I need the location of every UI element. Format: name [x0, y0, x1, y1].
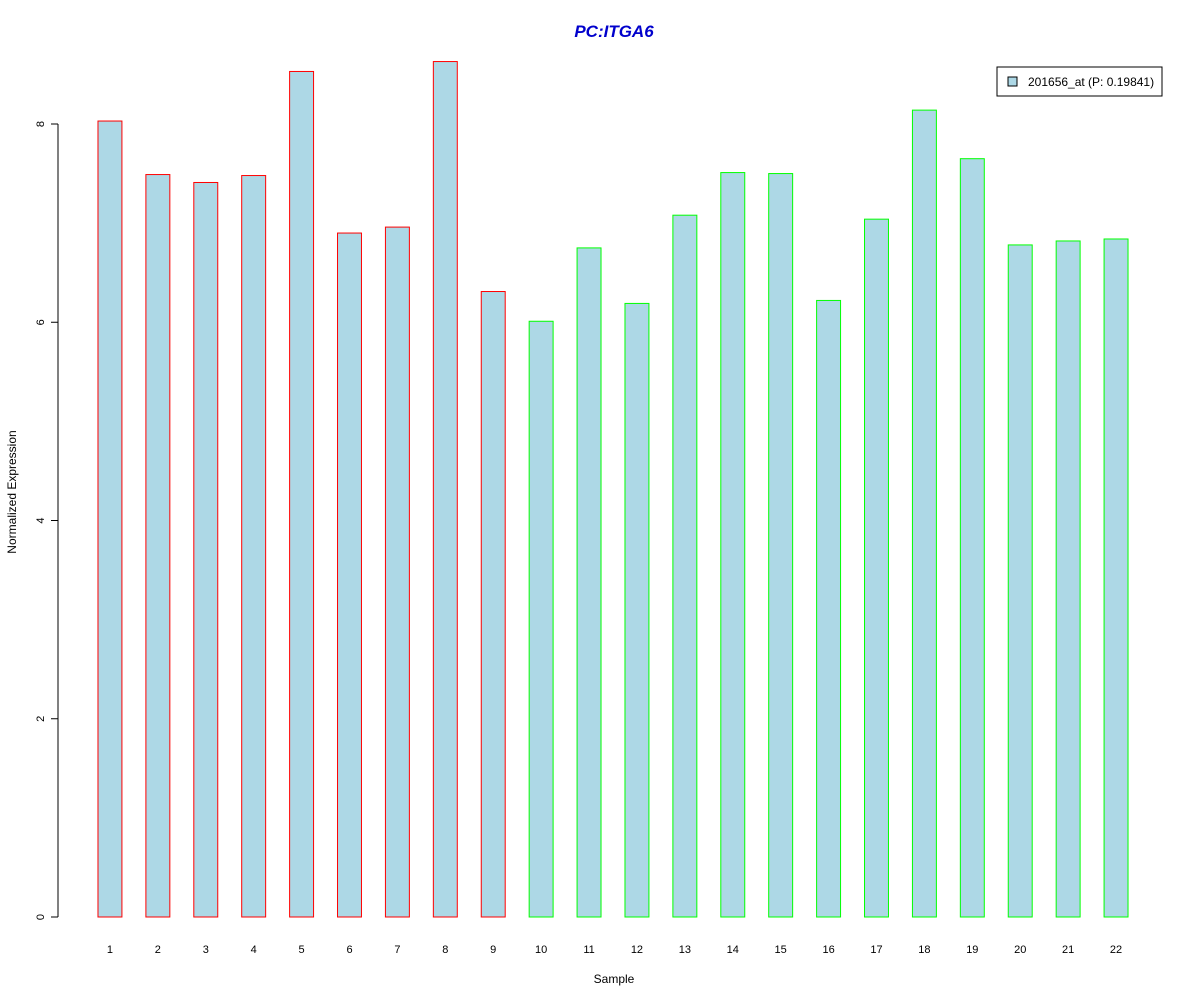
- bar-sample-4: [241, 175, 267, 918]
- bar-sample-6: [337, 232, 362, 918]
- x-axis-label: Sample: [594, 972, 635, 986]
- bar-sample-11: [576, 247, 602, 918]
- x-tick-label: 7: [394, 944, 400, 956]
- bar-sample-22: [1103, 238, 1129, 918]
- bar-series: [97, 61, 1129, 918]
- bar-sample-3: [193, 181, 219, 918]
- bar-sample-14: [720, 172, 746, 918]
- bar-sample-17: [864, 218, 889, 918]
- y-tick-label: 8: [35, 121, 47, 127]
- x-tick-label: 17: [870, 944, 882, 956]
- x-tick-label: 12: [631, 944, 643, 956]
- y-axis: 0 2 4 6 8: [35, 121, 59, 920]
- bar-sample-19: [959, 158, 985, 918]
- bar-sample-21: [1055, 240, 1081, 918]
- legend-box: [996, 66, 1163, 97]
- y-tick-label: 6: [35, 319, 47, 325]
- x-tick-label: 19: [966, 944, 978, 956]
- x-tick-label: 22: [1110, 944, 1122, 956]
- bar-sample-12: [624, 302, 650, 918]
- legend-swatch: [1007, 76, 1018, 87]
- y-tick-label: 4: [35, 517, 47, 523]
- x-tick-label: 2: [155, 944, 161, 956]
- x-tick-label: 6: [346, 944, 352, 956]
- x-tick-label: 3: [203, 944, 209, 956]
- bar-sample-7: [384, 226, 410, 918]
- bar-sample-18: [911, 109, 937, 918]
- bar-sample-9: [480, 291, 506, 918]
- x-tick-label: 16: [822, 944, 834, 956]
- x-tick-label: 15: [775, 944, 787, 956]
- x-tick-label: 13: [679, 944, 691, 956]
- x-tick-label: 11: [583, 944, 594, 956]
- x-tick-label: 5: [299, 944, 305, 956]
- x-tick-label: 18: [918, 944, 930, 956]
- x-tick-label: 8: [442, 944, 448, 956]
- x-tick-label: 20: [1014, 944, 1026, 956]
- x-tick-label: 4: [251, 944, 257, 956]
- x-tick-label: 10: [535, 944, 547, 956]
- x-tick-label: 14: [727, 944, 739, 956]
- bar-sample-15: [768, 173, 794, 918]
- bar-sample-5: [289, 70, 315, 918]
- bar-sample-16: [816, 299, 842, 918]
- x-tick-label: 9: [490, 944, 496, 956]
- y-axis-label: Normalized Expression: [5, 430, 19, 553]
- y-tick-label: 2: [35, 716, 47, 722]
- x-tick-label: 1: [107, 944, 113, 956]
- bar-sample-8: [432, 61, 458, 918]
- y-tick-label: 0: [35, 914, 47, 920]
- x-tick-label: 21: [1062, 944, 1074, 956]
- bar-sample-1: [97, 120, 123, 918]
- bar-sample-10: [528, 320, 554, 918]
- bar-sample-2: [145, 174, 171, 918]
- legend-label: 201656_at (P: 0.19841): [1028, 75, 1154, 89]
- x-tick-labels: 1 2 3 4 5 6 7 8 9 10 11 12 13 14 15 16 17 18 19 20 21 22: [107, 944, 1122, 956]
- bar-sample-20: [1007, 244, 1033, 918]
- chart-title: PC:ITGA6: [574, 22, 654, 41]
- legend: 201656_at (P: 0.19841): [996, 66, 1163, 97]
- bar-sample-13: [672, 214, 698, 918]
